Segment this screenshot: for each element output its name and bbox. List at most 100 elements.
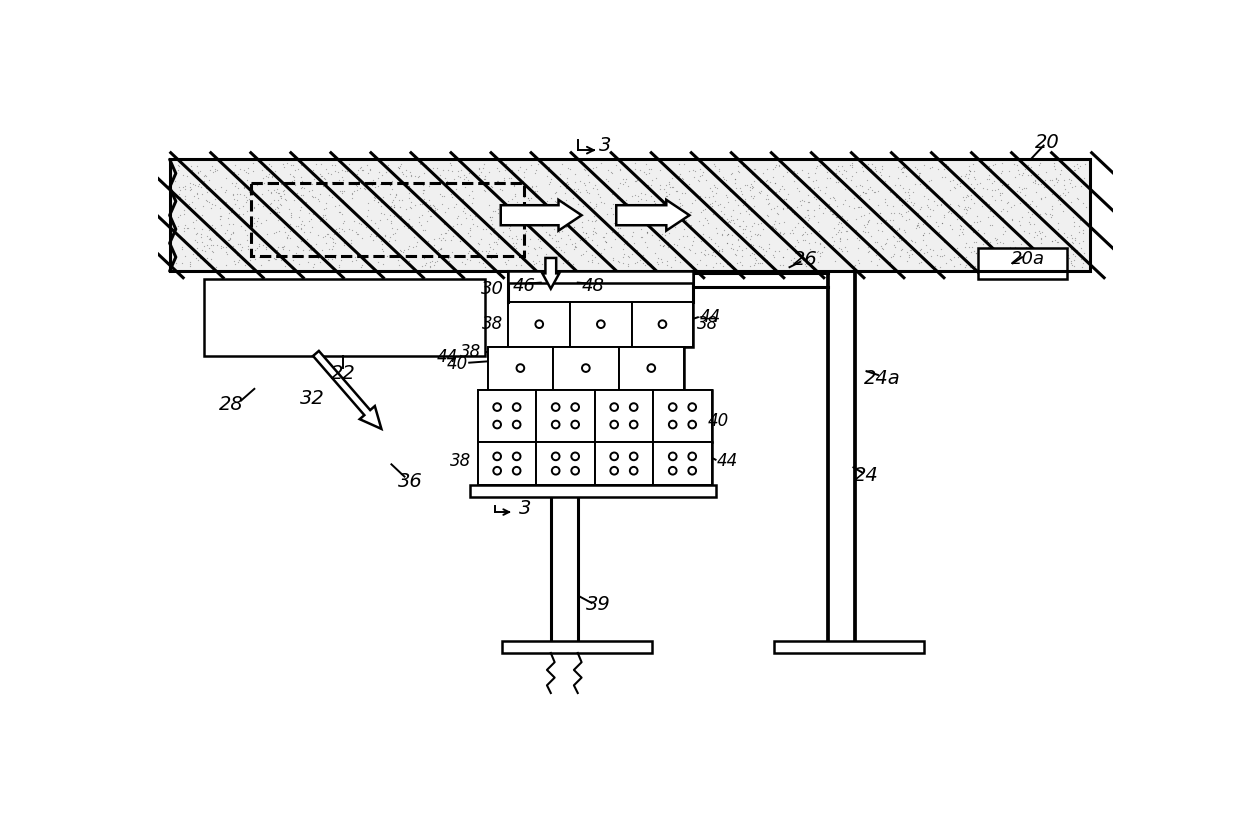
Point	[799, 253, 818, 267]
Point	[854, 209, 874, 222]
Point	[862, 163, 882, 176]
Point	[892, 199, 911, 212]
Point	[347, 183, 367, 196]
Point	[601, 225, 621, 238]
Point	[800, 243, 820, 256]
Point	[393, 168, 413, 181]
FancyArrow shape	[501, 200, 582, 231]
Point	[236, 223, 255, 236]
Point	[425, 204, 445, 217]
Point	[965, 185, 985, 198]
Circle shape	[513, 452, 521, 460]
Point	[753, 222, 773, 236]
Point	[527, 218, 547, 231]
Point	[923, 244, 942, 257]
Point	[977, 233, 997, 246]
Point	[1043, 209, 1063, 222]
Point	[580, 240, 600, 253]
Point	[744, 217, 764, 230]
Point	[867, 236, 887, 249]
Point	[946, 205, 966, 218]
Point	[538, 178, 558, 191]
Point	[596, 207, 616, 220]
Point	[570, 186, 590, 199]
Point	[619, 204, 639, 217]
Point	[899, 212, 919, 225]
Point	[1074, 257, 1094, 270]
Point	[1065, 234, 1085, 247]
Point	[668, 158, 688, 171]
Point	[419, 180, 439, 193]
Point	[945, 250, 965, 263]
Point	[837, 224, 857, 237]
Point	[312, 252, 332, 265]
Text: 20a: 20a	[1011, 250, 1045, 268]
Point	[181, 183, 201, 196]
Point	[249, 238, 269, 251]
Point	[439, 254, 459, 267]
Point	[635, 236, 655, 249]
Point	[265, 185, 285, 198]
Point	[608, 217, 627, 230]
Point	[704, 244, 724, 257]
Point	[399, 187, 419, 200]
Circle shape	[494, 403, 501, 411]
Point	[820, 204, 839, 217]
Point	[794, 227, 813, 240]
Point	[899, 249, 919, 262]
Point	[450, 235, 470, 248]
Point	[753, 242, 773, 255]
Point	[613, 197, 632, 210]
Point	[822, 208, 842, 221]
Point	[500, 205, 520, 218]
Point	[262, 170, 281, 183]
Point	[556, 186, 575, 199]
Point	[195, 168, 215, 181]
Point	[443, 165, 463, 178]
Point	[899, 189, 919, 202]
Point	[982, 189, 1002, 202]
Point	[949, 228, 968, 241]
Point	[801, 227, 821, 240]
Point	[870, 168, 890, 181]
Point	[237, 174, 257, 187]
Point	[837, 224, 857, 237]
Point	[264, 194, 284, 207]
Point	[169, 180, 188, 193]
Point	[264, 183, 284, 196]
Point	[877, 232, 897, 245]
Point	[906, 205, 926, 218]
Point	[944, 260, 963, 273]
Point	[818, 197, 838, 210]
Point	[795, 177, 815, 190]
Point	[598, 174, 618, 187]
Point	[787, 234, 807, 247]
Point	[728, 165, 748, 178]
Point	[836, 218, 856, 231]
Point	[523, 254, 543, 267]
Point	[1025, 174, 1045, 187]
Point	[299, 206, 319, 219]
Point	[805, 167, 825, 180]
Point	[634, 248, 653, 261]
Point	[683, 231, 703, 244]
Point	[228, 167, 248, 180]
Point	[717, 190, 737, 203]
Point	[852, 161, 872, 174]
Point	[259, 167, 279, 180]
Point	[733, 249, 753, 262]
Point	[908, 219, 928, 232]
Point	[1048, 226, 1068, 239]
Point	[996, 241, 1016, 254]
Point	[259, 253, 279, 267]
Point	[222, 204, 242, 217]
Point	[753, 166, 773, 179]
Point	[401, 169, 420, 182]
Point	[976, 256, 996, 269]
Point	[399, 192, 419, 205]
Point	[187, 248, 207, 261]
Point	[231, 219, 250, 232]
Point	[329, 174, 348, 187]
Point	[460, 242, 480, 255]
Point	[858, 192, 878, 205]
